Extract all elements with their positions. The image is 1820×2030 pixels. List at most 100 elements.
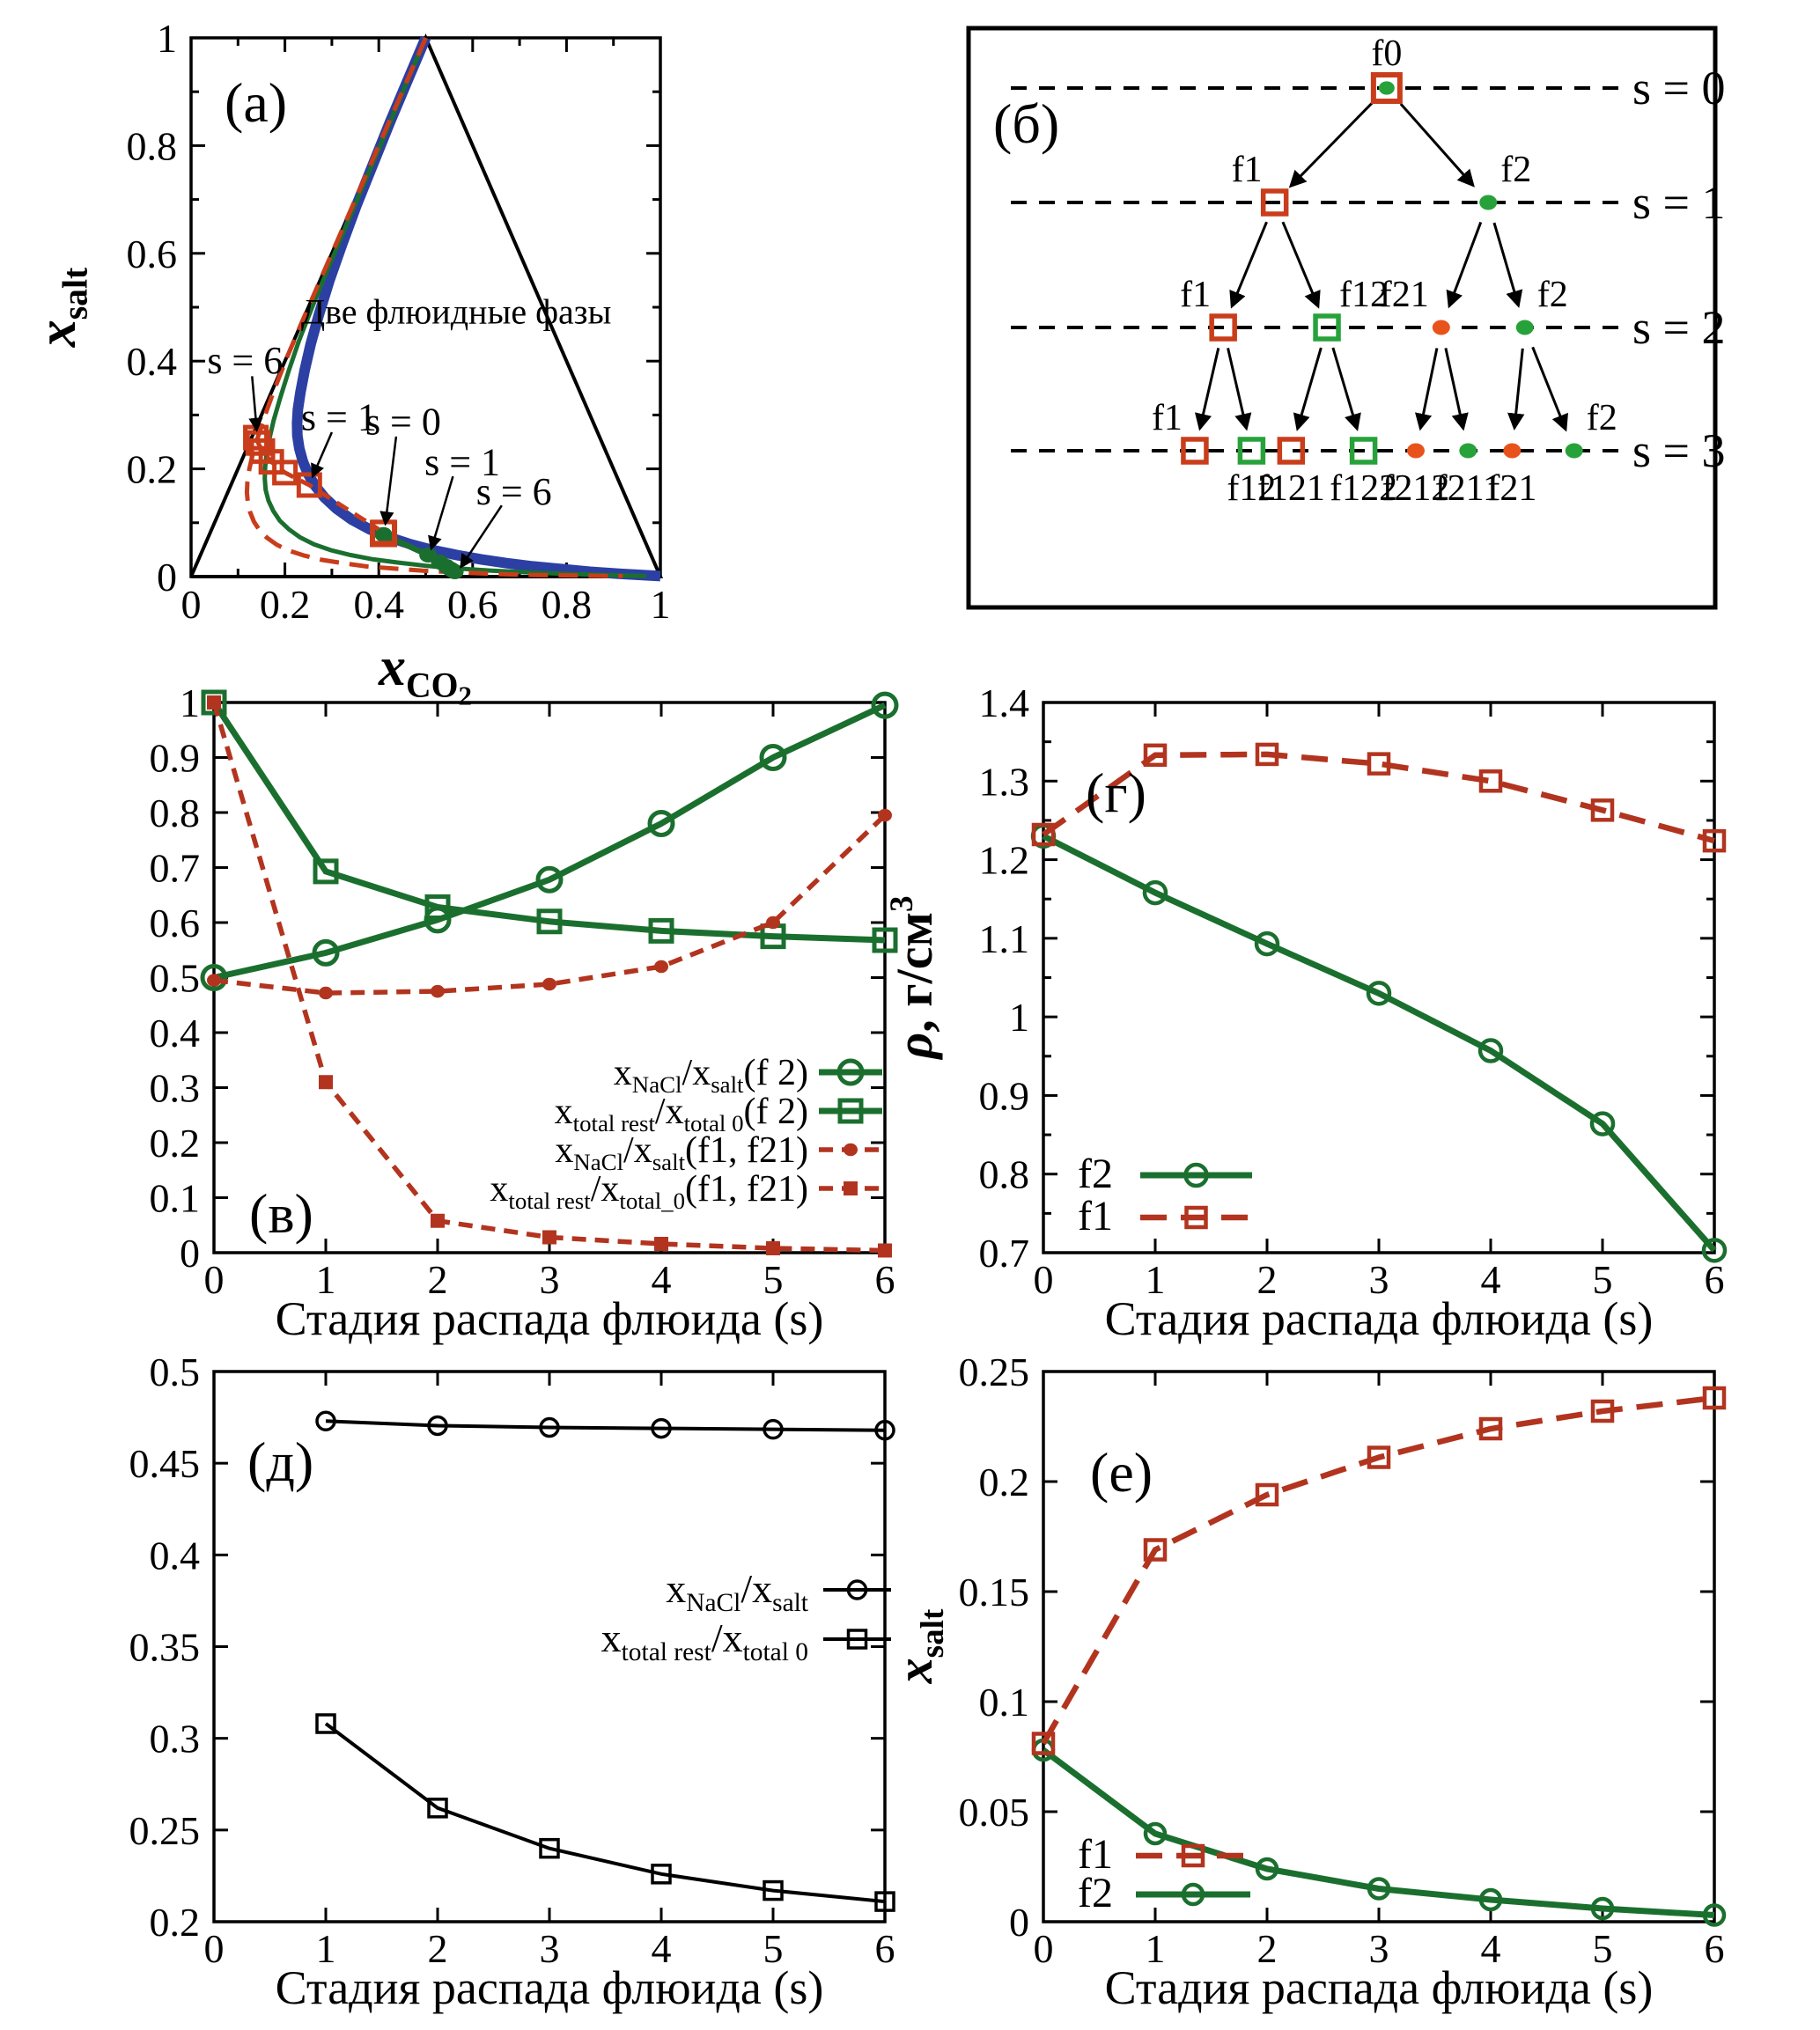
y-tick-label: 0.2	[150, 1900, 201, 1945]
x-tick-label: 0.8	[542, 582, 593, 627]
x-tick-label: 1	[1146, 1257, 1166, 1302]
legend-label: xNaCl/xsalt	[666, 1566, 808, 1617]
x-tick-label: 1	[651, 582, 671, 627]
y-tick-label: 0.9	[150, 736, 201, 781]
x-tick-label: 6	[1705, 1257, 1725, 1302]
stage-label: s = 2	[1632, 301, 1725, 354]
tree-edge	[1331, 347, 1361, 431]
tree-edge	[1281, 221, 1321, 309]
legend-label: f2	[1078, 1151, 1113, 1197]
y-tick-label: 0.2	[150, 1121, 201, 1166]
stage-label: s = 1	[1632, 176, 1725, 229]
x-tick-label: 6	[875, 1257, 895, 1302]
y-tick-label: 0.2	[979, 1460, 1030, 1504]
tree-edge	[1492, 222, 1523, 308]
marker-circle-fill	[319, 986, 333, 1000]
y-tick-label: 0.25	[959, 1350, 1030, 1394]
tree-edge	[1227, 348, 1252, 431]
x-tick-label: 0	[1034, 1926, 1054, 1971]
y-tick-label: 1.3	[979, 759, 1030, 804]
legend-label: xtotal rest/xtotal 0(f 2)	[555, 1092, 808, 1136]
tree-node-label: f2	[1500, 150, 1531, 190]
tree-node-label: f212	[1382, 468, 1449, 509]
panel-g: 0 1 2 3 4 5 6 0.7 0.8 0.9 1 1.1 1.2 1.3 1.4 Стадия расп…	[884, 680, 1728, 1345]
panel-e: 0 1 2 3 4 5 6 0 0.05 0.1 0.15 0.2 0.25 Стадия распада…	[886, 1350, 1727, 2014]
tree-node-label: f21	[1487, 468, 1536, 509]
legend-label: f1	[1078, 1193, 1113, 1239]
marker-square-fill	[766, 1241, 780, 1255]
y-tick-label: 0.2	[127, 447, 178, 492]
marker-square-open	[1313, 313, 1341, 342]
marker-square-open	[1031, 822, 1056, 847]
marker-circle-fill	[844, 1143, 858, 1157]
y-tick-label: 0.8	[127, 123, 178, 168]
series-f1-xsalt	[1041, 1394, 1715, 1746]
annotation-label: s = 6	[476, 470, 552, 513]
marker-circle-open	[1701, 1238, 1728, 1263]
marker-square-open	[1370, 72, 1403, 104]
marker-circle-open	[871, 691, 899, 719]
x-tick-label: 0.2	[260, 582, 311, 627]
tree-node-label: f0	[1371, 33, 1402, 74]
marker-circle-open	[200, 964, 228, 991]
y-tick-label: 1.1	[979, 916, 1030, 961]
y-tick-label: 0	[157, 555, 177, 599]
legend-label: xNaCl/xsalt(f 2)	[614, 1053, 808, 1098]
marker-square-open	[1237, 437, 1266, 465]
axis-ticks: 0 1 2 3 4 5 600.10.20.30.40.50.60.70.80.91	[150, 680, 895, 1302]
x-tick-label: 0.4	[353, 582, 404, 627]
series-x_NaCl/x_salt(f2)	[213, 702, 887, 981]
x-tick-label: 5	[1593, 1926, 1613, 1971]
marker-square-open	[1260, 188, 1289, 217]
series-f2-xsalt	[1041, 1747, 1715, 1918]
x-axis-label: Стадия распада флюида (s)	[276, 1961, 824, 2014]
legend-label: xNaCl/xsalt(f1, f21)	[555, 1130, 808, 1175]
annotation-arrow	[460, 504, 503, 570]
marker-dot	[1515, 320, 1534, 335]
y-tick-label: 1.2	[979, 838, 1030, 883]
panel-e-plot: 0 1 2 3 4 5 6 0 0.05 0.1 0.15 0.2 0.25 Стадия распада…	[886, 1350, 1727, 2014]
marker-square-open	[763, 1879, 784, 1901]
y-tick-label: 0.1	[150, 1176, 201, 1221]
axis-ticks: 0 1 2 3 4 5 6 0.7 0.8 0.9 1 1.1 1.2 1.3 1.4	[979, 680, 1725, 1302]
marker-square-fill	[207, 695, 221, 710]
tree-edge	[1507, 348, 1525, 431]
marker-circle-open	[1367, 1877, 1391, 1901]
marker-circle-fill	[542, 977, 556, 991]
region-label: Две флюидные фазы	[301, 291, 612, 331]
marker-circle-open	[763, 1418, 784, 1440]
marker-square-fill	[844, 1181, 858, 1195]
marker-circle-open	[315, 1410, 336, 1431]
legend: xNaCl/xsalt(f 2)xtotal rest/xtotal 0(f 2…	[490, 1053, 882, 1214]
legend-label: f2	[1078, 1870, 1113, 1916]
tree-edge	[1414, 348, 1439, 431]
marker-circle-open	[1143, 1821, 1168, 1846]
y-tick-label: 0.1	[979, 1680, 1030, 1725]
panel-g-plot: 0 1 2 3 4 5 6 0.7 0.8 0.9 1 1.1 1.2 1.3 1.4 Стадия расп…	[884, 680, 1728, 1345]
marker-square-open	[1590, 798, 1615, 822]
y-tick-label: 0.4	[150, 1533, 201, 1578]
panel-d-plot: 0 1 2 3 4 5 6 0.2 0.25 0.3 0.35 0.4 0.45 0.5 Стадия ра…	[129, 1350, 895, 2014]
marker-square-open	[249, 438, 276, 464]
tree-node-label: f1	[1152, 398, 1183, 438]
tree-node-label: f122	[1330, 468, 1397, 509]
y-tick-label: 0.3	[150, 1066, 201, 1111]
y-tick-label: 0.4	[127, 339, 178, 384]
marker-dot	[1406, 443, 1425, 459]
y-tick-label: 0.4	[150, 1011, 201, 1055]
y-axis-label: ρ, г/см3	[884, 895, 943, 1060]
marker-square-open	[1478, 1416, 1503, 1441]
y-tick-label: 0.9	[979, 1073, 1030, 1118]
marker-square-open	[1277, 437, 1306, 465]
axis-ticks: 0 1 2 3 4 5 6 0 0.05 0.1 0.15 0.2 0.25	[959, 1350, 1725, 1971]
marker-circle-fill	[431, 984, 445, 998]
y-tick-label: 0.3	[150, 1717, 201, 1762]
marker-dot	[1459, 443, 1477, 459]
marker-square-open	[1181, 1843, 1205, 1868]
x-tick-label: 4	[652, 1926, 672, 1971]
marker-circle-open	[1590, 1896, 1615, 1921]
marker-dot	[1378, 81, 1395, 95]
marker-circle-fill	[766, 916, 780, 930]
